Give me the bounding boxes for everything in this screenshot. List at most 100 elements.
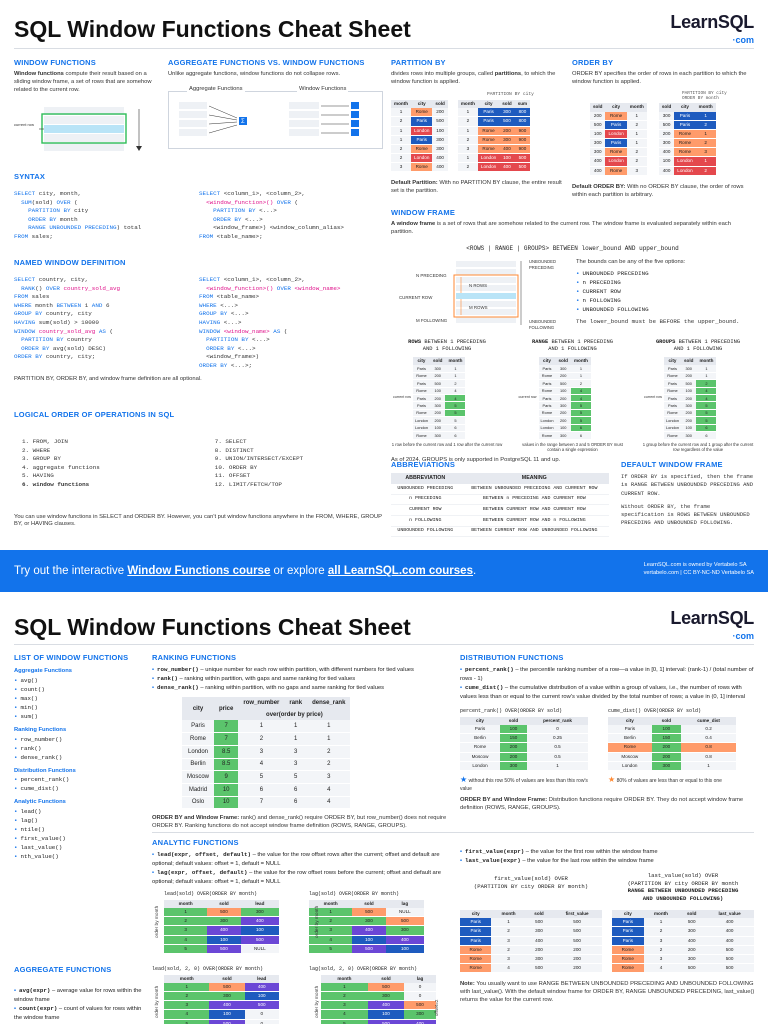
table-cell: 2: [238, 732, 285, 746]
table-cell: 100: [352, 935, 386, 945]
table-row: London 200 5: [664, 416, 717, 425]
table-cell: 500: [678, 963, 706, 974]
function-item: min(): [14, 704, 144, 713]
table-cell: Rome: [460, 742, 500, 753]
learnsql-logo[interactable]: LearnSQL ·com: [670, 10, 754, 46]
table-cell: 400: [352, 925, 386, 936]
lead-item: lead(expr, offset, default) – the value …: [152, 851, 452, 869]
table-cell: 200: [429, 394, 446, 403]
order-axis-label: order by month: [315, 985, 320, 1018]
table-cell: 400: [432, 162, 448, 173]
table-cell: 0.2: [681, 725, 736, 735]
table-row: Berlin 150 0.25: [460, 733, 588, 744]
table-cell: 10: [214, 796, 239, 810]
agg-vs-window-diagram: Aggregate Functions Window Functions Σ: [168, 85, 383, 149]
table-cell: 300: [525, 926, 553, 937]
table-cell: Paris: [413, 394, 430, 403]
table-cell: 4: [570, 387, 591, 396]
table-cell: 100: [555, 424, 571, 433]
bound-option: CURRENT ROW: [576, 288, 754, 297]
label-n-rows: N ROWS: [469, 282, 488, 288]
table-cell: 100: [207, 935, 241, 945]
code-line: SELECT country, city,: [14, 276, 89, 284]
table-cell: 2: [695, 120, 716, 130]
table-cell: 200: [555, 372, 571, 381]
code-line: WINDOW country_sold_avg AS (: [14, 327, 114, 335]
code-line: PARTITION BY <...>: [213, 207, 277, 215]
table-row: 200 Rome 1: [658, 129, 716, 140]
table-row: Rome 200 0.5: [460, 742, 588, 753]
table-cell: 400: [499, 162, 515, 173]
window-frame-section: WINDOW FRAME A window frame is a set of …: [391, 208, 754, 465]
table-cell: Paris: [612, 926, 644, 937]
frame-modes: ROWS BETWEEN 1 PRECEDING AND 1 FOLLOWING c…: [391, 339, 754, 453]
agg-label: Aggregate Functions: [187, 85, 245, 94]
bound-option: UNBOUNDED FOLLOWING: [576, 306, 754, 315]
default-frame-p1: If ORDER BY is specified, then the frame…: [621, 473, 754, 497]
all-courses-link[interactable]: all LearnSQL.com courses: [327, 565, 473, 577]
window-functions-course-link[interactable]: Window Functions course: [127, 565, 271, 577]
table-cell: 0: [404, 991, 436, 1002]
column-header: city: [413, 356, 430, 366]
table-cell: London: [674, 156, 696, 167]
table-row: n FOLLOWING BETWEEN CURRENT ROW AND n FOL…: [391, 515, 609, 527]
first-value-item: first_value(expr) – the value for the fi…: [460, 848, 755, 857]
default-frame-p2: Without ORDER BY, the frame specificatio…: [621, 502, 750, 527]
table-cell: 400: [432, 153, 448, 164]
function-group-title: Ranking Functions: [14, 726, 67, 733]
table-cell: London: [413, 424, 430, 433]
analytic-functions-section: ANALYTIC FUNCTIONS lead(expr, offset, de…: [152, 838, 452, 1024]
function-item: max(): [14, 695, 144, 704]
column-header: sold: [678, 909, 706, 919]
table-cell: 3: [643, 936, 679, 946]
table-cell: London: [538, 416, 556, 425]
column-header: city: [612, 909, 644, 919]
table-cell: Rome: [674, 129, 696, 140]
column-header: sold: [658, 103, 675, 112]
function-name: count(expr): [19, 1005, 58, 1013]
table-cell: 6: [445, 431, 466, 440]
table-cell: 5: [445, 416, 466, 425]
table-cell: 400: [705, 918, 754, 928]
function-item: nth_value(): [14, 853, 144, 862]
table-cell: 500: [209, 1019, 245, 1024]
table-cell: 1: [391, 126, 412, 136]
table-cell: 5: [284, 770, 308, 784]
table-cell: Rome: [605, 147, 627, 158]
section-heading: LIST OF WINDOW FUNCTIONS: [14, 653, 129, 662]
table-cell: Rome: [460, 963, 492, 974]
ranking-note: ORDER BY and Window Frame: rank() and de…: [152, 815, 447, 830]
table-cell: 500: [705, 954, 754, 965]
column-header: price: [214, 697, 239, 721]
table-cell: 400: [525, 936, 553, 946]
column-header: lead: [240, 899, 279, 908]
table-cell: 6: [696, 424, 717, 433]
table-cell: 500: [590, 120, 606, 130]
table-cell: 8.5: [214, 745, 239, 759]
table-cell: 2: [391, 144, 412, 155]
column-header: sold: [499, 716, 528, 725]
named-window-section: NAMED WINDOW DEFINITION SELECT country, …: [14, 258, 384, 384]
first-last-value-section: first_value(expr) – the value for the fi…: [460, 848, 755, 1005]
table-row: Paris 300 1: [538, 365, 591, 373]
table-cell: London: [605, 156, 627, 167]
table-row: Rome 200 0.8: [608, 742, 736, 753]
table-cell: 200: [555, 394, 571, 403]
table-row: Paris 100 0.2: [608, 725, 736, 735]
table-cell: Rome: [477, 144, 500, 155]
logical-order-list-right: 7. SELECT 8. DISTINCT 9. UNION/INTERSECT/E…: [215, 438, 303, 489]
table-cell: 200: [499, 126, 515, 136]
table-row: 1 London 100 500: [457, 153, 531, 164]
table-cell: 4: [238, 758, 285, 772]
code-line: FROM <table_name>;: [199, 232, 263, 240]
table-row: 500 Paris 2: [590, 120, 647, 130]
learnsql-logo[interactable]: LearnSQL ·com: [670, 606, 754, 642]
table-cell: 300: [590, 147, 606, 158]
table-cell: Paris: [674, 111, 696, 121]
table-cell: 900: [514, 144, 531, 155]
function-item: dense_rank(): [14, 754, 144, 763]
table-row: 100 London 1: [590, 129, 647, 140]
table-cell: 1: [491, 918, 526, 928]
table-cell: 1: [445, 365, 466, 373]
star-icon: ★: [608, 774, 616, 784]
